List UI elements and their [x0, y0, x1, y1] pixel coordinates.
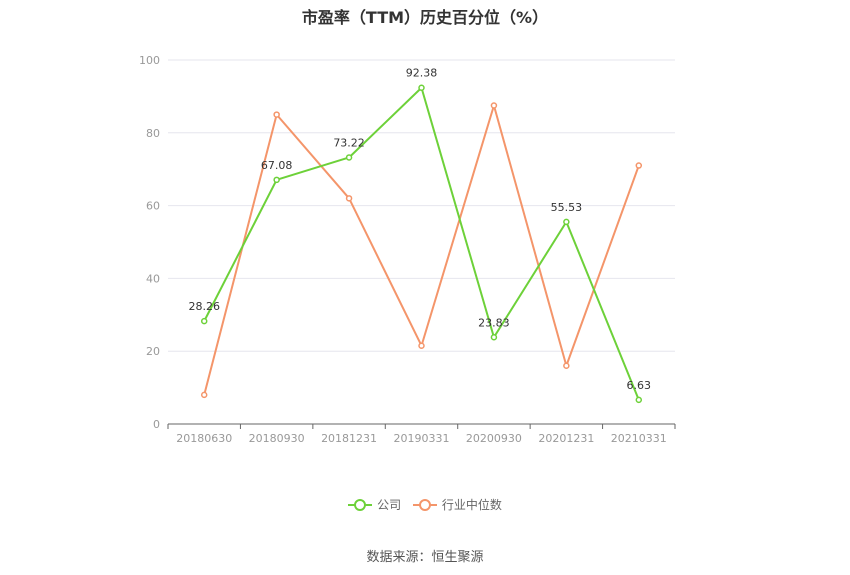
series-1-point-0 [200, 391, 208, 399]
series-1-point-2 [345, 195, 353, 202]
y-tick-label-80: 80 [146, 127, 160, 140]
series-0-point-3 [418, 84, 425, 91]
x-axis: 20180630 20180930 20181231 20190331 20200930… [167, 423, 676, 445]
legend-item-company[interactable]: 公司 [348, 496, 401, 513]
data-labels: 28.26 67.08 73.22 92.38 23.83 55.53 6.63 [188, 67, 651, 392]
y-tick-label-20: 20 [146, 345, 160, 358]
series-0-point-0 [200, 317, 208, 325]
y-tick-label-0: 0 [153, 418, 160, 431]
data-label-4: 23.83 [478, 316, 510, 329]
series-0-point-1 [273, 176, 280, 184]
data-label-3: 92.38 [406, 67, 438, 80]
legend-item-industry-median[interactable]: 行业中位数 [412, 496, 502, 513]
series-group [200, 84, 643, 404]
legend-industry-label: 行业中位数 [441, 498, 502, 512]
series-1-point-5 [563, 362, 570, 370]
data-label-2: 73.22 [333, 136, 365, 149]
series-1-point-1 [273, 111, 280, 118]
data-label-0: 28.26 [188, 300, 220, 313]
series-0-point-5 [563, 218, 570, 226]
y-tick-label-100: 100 [139, 54, 160, 67]
x-tick-label-20190331: 20190331 [394, 432, 450, 445]
series-line-0 [203, 86, 640, 401]
x-tick-label-20201231: 20201231 [538, 432, 594, 445]
x-tick-label-20210331: 20210331 [611, 432, 667, 445]
chart-title: 市盈率（TTM）历史百分位（%） [301, 8, 549, 27]
y-tick-label-40: 40 [146, 272, 160, 285]
series-1-point-3 [418, 342, 425, 349]
legend-industry-swatch [412, 498, 437, 512]
x-tick-label-20200930: 20200930 [466, 432, 522, 445]
x-tick-label-20181231: 20181231 [321, 432, 377, 445]
y-tick-label-60: 60 [146, 200, 160, 213]
x-tick-label-20180630: 20180630 [176, 432, 232, 445]
series-0-point-2 [345, 154, 353, 161]
legend-company-swatch [348, 498, 373, 512]
x-tick-label-20180930: 20180930 [249, 432, 305, 445]
series-1-point-6 [635, 162, 643, 169]
series-0-point-4 [490, 334, 498, 341]
legend-company-label: 公司 [377, 498, 402, 512]
data-label-6: 6.63 [627, 379, 652, 392]
data-label-1: 67.08 [261, 159, 293, 172]
series-1-point-4 [490, 102, 498, 109]
y-axis: 0 20 40 60 80 100 [139, 54, 160, 431]
legend: 公司 行业中位数 [0, 496, 850, 515]
data-label-5: 55.53 [551, 201, 583, 214]
source-note: 数据来源：恒生聚源 [366, 550, 484, 565]
grid-lines [168, 59, 675, 352]
series-0-point-6 [635, 396, 643, 404]
